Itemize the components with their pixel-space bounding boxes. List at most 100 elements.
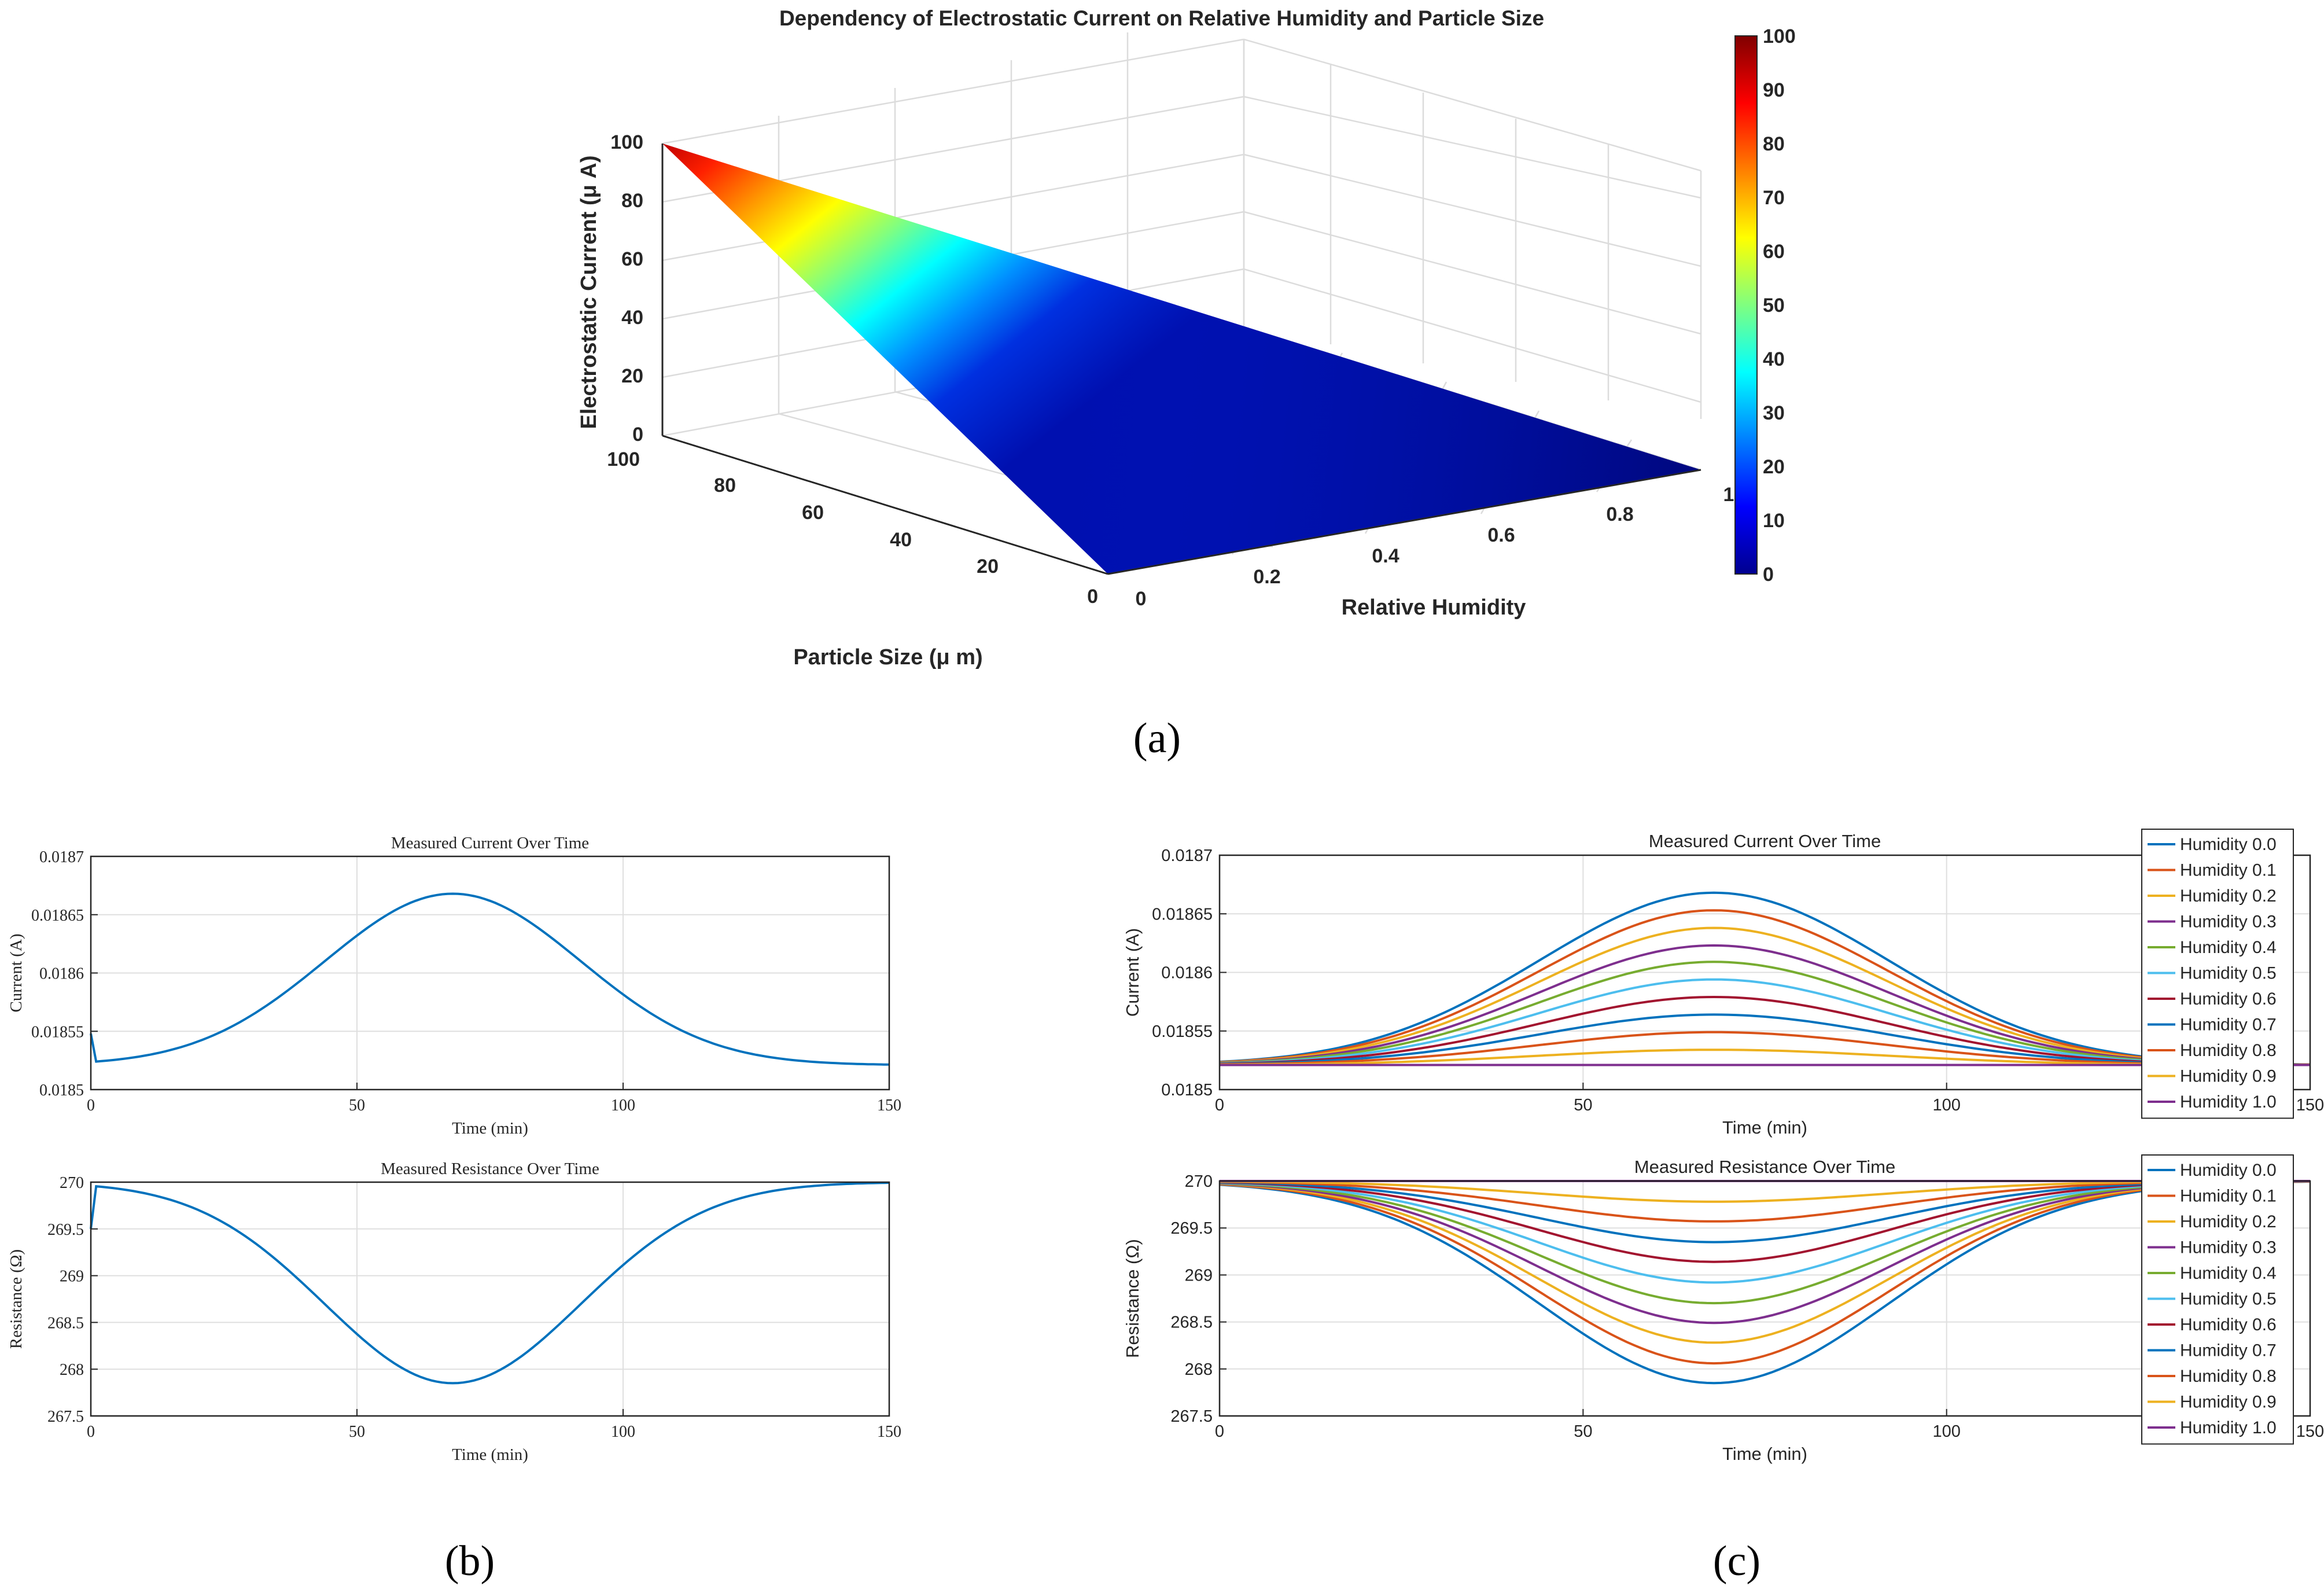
- y-tick-label: 0.01865: [1152, 905, 1213, 924]
- legend-label: Humidity 0.9: [2180, 1393, 2277, 1412]
- series-line: [1219, 1180, 2311, 1244]
- legend-label: Humidity 0.4: [2180, 1264, 2277, 1283]
- y-tick-label: 0.0187: [1161, 847, 1213, 865]
- legend-label: Humidity 0.4: [2180, 938, 2277, 957]
- y-tick-label: 270: [60, 1174, 84, 1192]
- legend-label: Humidity 0.2: [2180, 886, 2277, 906]
- colorbar-tick: 100: [1763, 25, 1796, 47]
- colorbar-tick: 70: [1763, 187, 1785, 209]
- series-line: [1219, 1180, 2310, 1223]
- x-tick-label: 100: [611, 1423, 635, 1441]
- panel-label-c: (c): [1713, 1537, 1761, 1585]
- series-line: [1219, 1180, 2311, 1284]
- legend-label: Humidity 0.2: [2180, 1212, 2277, 1231]
- colorbar-tick: 30: [1763, 402, 1785, 424]
- x-tick-label: 0: [1215, 1422, 1224, 1441]
- colorbar-tick: 80: [1763, 133, 1785, 155]
- y-axis-label: Current (A): [1122, 928, 1143, 1017]
- x-axis-label: Relative Humidity: [1342, 595, 1526, 620]
- legend-label: Humidity 0.3: [2180, 1238, 2277, 1257]
- z-tick: 0: [632, 424, 643, 446]
- series-line: [90, 1182, 890, 1385]
- legend-label: Humidity 0.9: [2180, 1067, 2277, 1086]
- colorbar-tick: 60: [1763, 241, 1785, 263]
- series-line: [1220, 1180, 2310, 1203]
- x-tick: 1: [1723, 484, 1734, 506]
- y-tick-label: 0.01855: [1152, 1022, 1213, 1041]
- x-tick-label: 0: [87, 1423, 95, 1441]
- y-axis-ticks: 0 20 40 60 80 100: [607, 448, 1098, 608]
- legend-label: Humidity 0.0: [2180, 835, 2277, 854]
- y-tick: 60: [802, 502, 824, 524]
- y-axis-label: Current (A): [7, 933, 25, 1012]
- plot-c-resistance: 0 50 100 150 267.5 268 268.5 269 269.5 270 Measure…: [1122, 1154, 2324, 1464]
- y-tick: 0: [1087, 586, 1098, 608]
- x-tick-label: 0: [1215, 1096, 1224, 1114]
- x-tick-label: 100: [1932, 1096, 1960, 1114]
- x-tick: 0.6: [1487, 524, 1515, 546]
- y-tick-label: 268.5: [1170, 1314, 1213, 1332]
- y-tick-label: 0.01865: [31, 907, 84, 925]
- y-tick-label: 269.5: [1170, 1219, 1213, 1238]
- series-line: [90, 892, 890, 1066]
- plot-title: Measured Current Over Time: [391, 834, 589, 852]
- x-axis-label: Time (min): [452, 1445, 528, 1464]
- plot-title: Measured Resistance Over Time: [381, 1160, 599, 1178]
- legend-label: Humidity 0.0: [2180, 1161, 2277, 1180]
- axes-box: [90, 1181, 890, 1417]
- legend-label: Humidity 1.0: [2180, 1092, 2277, 1112]
- legend-label: Humidity 0.1: [2180, 861, 2277, 880]
- series-line: [1219, 1180, 2311, 1365]
- x-axis-ticks: 0 0.2 0.4 0.6 0.8 1: [1136, 484, 1734, 610]
- colorbar: 0 10 20 30 40 50 60 70 80 90 100: [1734, 25, 1796, 586]
- x-axis-label: Time (min): [1722, 1117, 1807, 1138]
- x-tick: 0.2: [1253, 566, 1280, 588]
- y-tick-label: 268: [60, 1361, 84, 1379]
- surface-chart: Dependency of Electrostatic Current on R…: [577, 6, 1796, 669]
- x-tick-label: 100: [611, 1097, 635, 1114]
- x-tick-label: 150: [2296, 1422, 2324, 1441]
- x-tick-label: 100: [1932, 1422, 1960, 1441]
- legend-label: Humidity 0.6: [2180, 989, 2277, 1009]
- x-tick-label: 150: [877, 1097, 901, 1114]
- series-line: [1219, 1180, 2311, 1305]
- colorbar-bar: [1734, 35, 1758, 575]
- x-tick: 0.8: [1606, 503, 1633, 525]
- y-tick-label: 0.0185: [39, 1081, 84, 1099]
- x-tick-label: 50: [349, 1097, 365, 1114]
- axes-box: [1218, 1180, 2311, 1417]
- chart-title-a: Dependency of Electrostatic Current on R…: [779, 6, 1544, 30]
- y-tick-label: 0.0185: [1161, 1081, 1213, 1099]
- panel-label-b: (b): [445, 1537, 495, 1585]
- legend-label: Humidity 0.1: [2180, 1187, 2277, 1206]
- x-tick: 0: [1136, 588, 1147, 610]
- plot-c-current: 0 50 100 150 0.0185 0.01855 0.0186 0.01865 0.018…: [1122, 829, 2324, 1138]
- y-tick-label: 267.5: [1170, 1407, 1213, 1426]
- y-tick-label: 0.0186: [39, 965, 84, 983]
- z-tick: 80: [621, 190, 643, 212]
- y-tick-label: 268.5: [47, 1314, 84, 1332]
- z-tick: 20: [621, 365, 643, 387]
- x-axis-label: Time (min): [1722, 1444, 1807, 1464]
- colorbar-tick: 90: [1763, 79, 1785, 101]
- z-tick: 100: [610, 131, 643, 153]
- x-tick-label: 50: [349, 1423, 365, 1441]
- x-tick-label: 50: [1574, 1422, 1592, 1441]
- colorbar-tick: 0: [1763, 564, 1774, 586]
- colorbar-tick: 40: [1763, 348, 1785, 370]
- plot-b-current: 0 50 100 150 0.0185 0.01855 0.0186 0.01865 0.018…: [7, 834, 901, 1138]
- z-tick: 40: [621, 307, 643, 329]
- y-tick-label: 269: [60, 1268, 84, 1286]
- z-tick: 60: [621, 248, 643, 270]
- plot-b-resistance: 0 50 100 150 267.5 268 268.5 269 269.5 270 Measure…: [7, 1160, 901, 1464]
- x-tick-label: 0: [87, 1097, 95, 1114]
- panel-label-a: (a): [1133, 715, 1181, 762]
- series-line: [1219, 1180, 2311, 1325]
- y-tick: 80: [714, 474, 736, 496]
- y-tick-label: 269.5: [47, 1221, 84, 1239]
- z-axis-label: Electrostatic Current (μ A): [577, 156, 601, 429]
- x-tick-label: 150: [2296, 1096, 2324, 1114]
- y-tick: 20: [977, 555, 999, 577]
- legend-label: Humidity 0.8: [2180, 1041, 2277, 1060]
